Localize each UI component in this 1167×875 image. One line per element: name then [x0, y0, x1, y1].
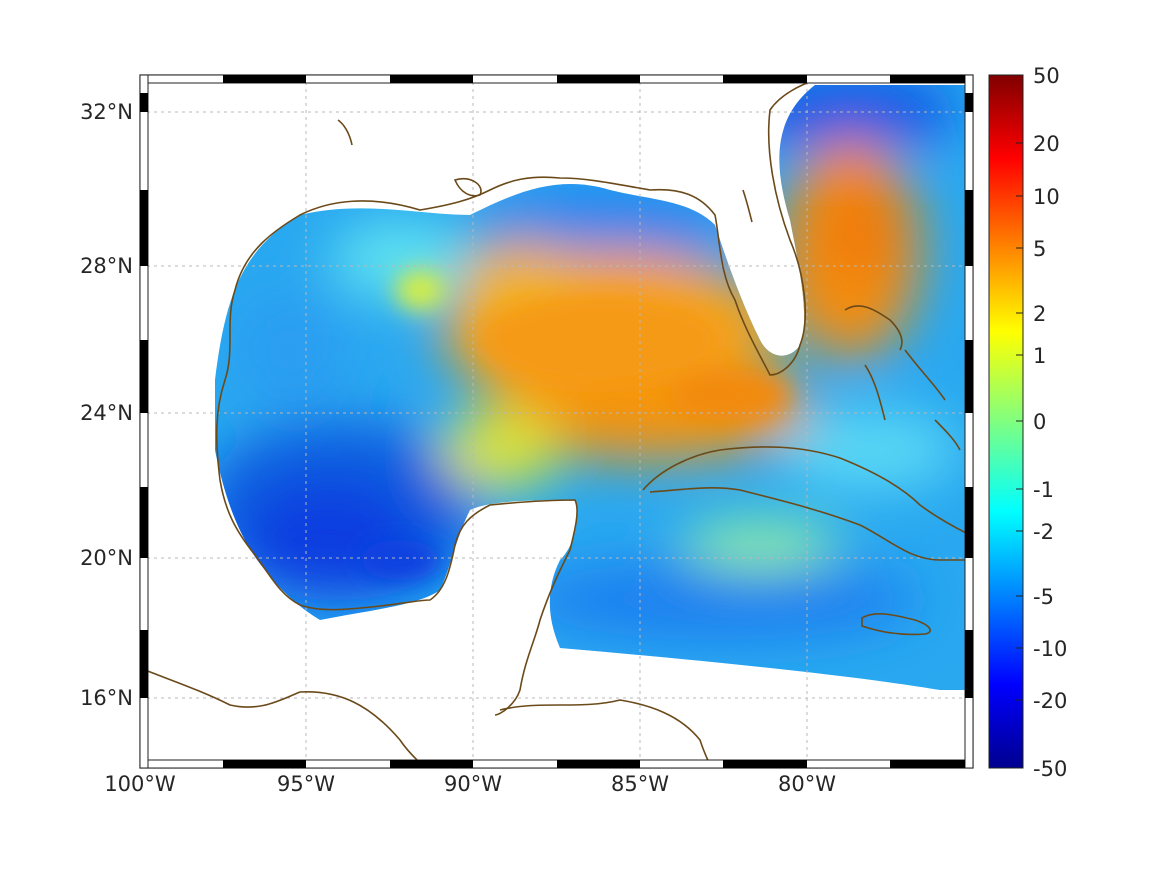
colorbar-tick-label: -5	[1033, 585, 1054, 609]
y-tick-label: 16°N	[80, 686, 133, 710]
map-grid	[140, 75, 973, 768]
colorbar-tick-label: 10	[1033, 185, 1060, 209]
colorbar-tick-label: 2	[1033, 302, 1046, 326]
colorbar-tick-label: 50	[1033, 64, 1060, 88]
colorbar-ticks	[1016, 142, 1023, 701]
colorbar-tick-label: 5	[1033, 237, 1046, 261]
colorbar-tick-label: -2	[1033, 520, 1054, 544]
map-border-ticks	[140, 75, 973, 768]
colorbar-tick-label: 20	[1033, 132, 1060, 156]
colorbar-tick-label: -20	[1033, 689, 1067, 713]
y-tick-label: 20°N	[80, 546, 133, 570]
x-tick-label: 90°W	[444, 772, 502, 796]
colorbar-tick-label: -10	[1033, 637, 1067, 661]
colorbar-tick-label: 1	[1033, 344, 1046, 368]
y-axis: 32°N 28°N 24°N 20°N 16°N	[80, 100, 133, 710]
colorbar-tick-label: -1	[1033, 478, 1054, 502]
map-border-left	[139, 74, 149, 769]
x-tick-label: 95°W	[277, 772, 335, 796]
x-tick-label: 85°W	[611, 772, 669, 796]
x-axis: 100°W 95°W 90°W 85°W 80°W	[104, 772, 836, 796]
y-tick-label: 24°N	[80, 401, 133, 425]
colorbar-tick-label: 0	[1033, 410, 1046, 434]
y-tick-label: 28°N	[80, 254, 133, 278]
map-border-right	[964, 74, 974, 769]
y-tick-label: 32°N	[80, 100, 133, 124]
x-tick-label: 100°W	[104, 772, 176, 796]
coastlines	[140, 79, 971, 768]
colorbar-tick-label: -50	[1033, 757, 1067, 781]
colorbar: 50 20 10 5 2 1 0 -1 -2 -5 -10 -20 -50	[988, 64, 1067, 781]
x-tick-label: 80°W	[778, 772, 836, 796]
